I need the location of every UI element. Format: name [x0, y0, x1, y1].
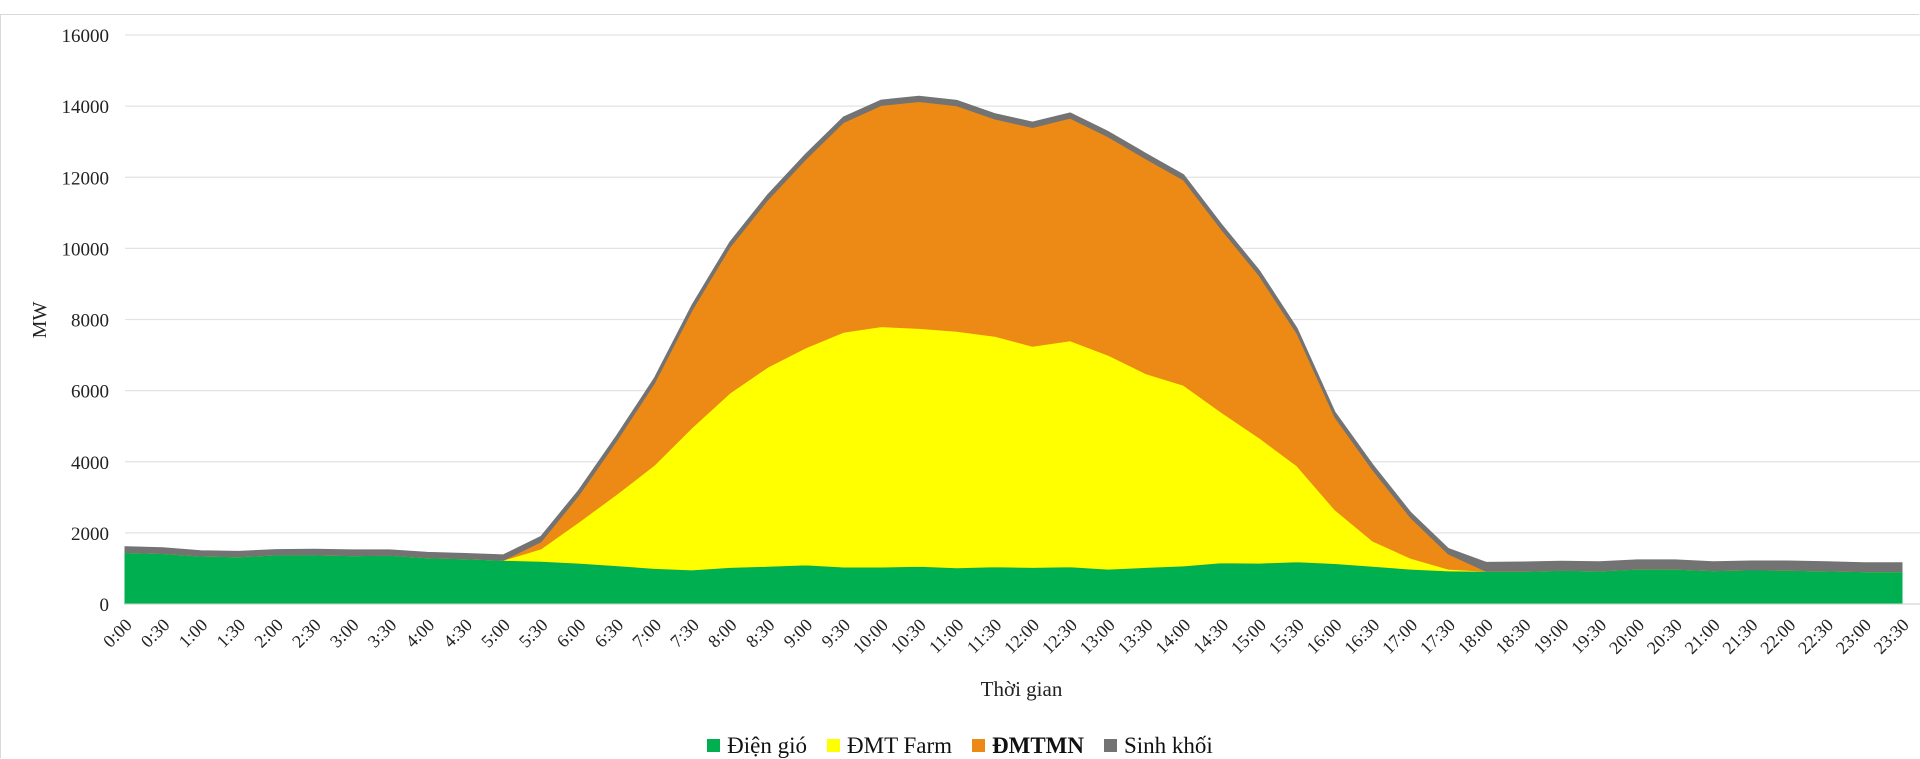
x-tick-label: 19:00	[1529, 615, 1572, 658]
legend-label: ĐMTMN	[992, 732, 1084, 758]
area-dmt-farm	[124, 326, 1902, 573]
x-tick-label: 13:00	[1076, 615, 1119, 658]
x-tick-label: 22:30	[1794, 615, 1837, 658]
x-tick-label: 12:30	[1038, 615, 1081, 658]
x-tick-label: 2:00	[250, 615, 287, 652]
legend-item: Điện gió	[707, 733, 807, 759]
x-tick-label: 6:30	[591, 615, 628, 652]
x-tick-label: 8:00	[704, 615, 741, 652]
x-tick-label: 1:00	[175, 615, 212, 652]
x-tick-label: 14:00	[1151, 615, 1194, 658]
x-tick-label: 21:30	[1718, 615, 1761, 658]
y-tick-label: 14000	[62, 97, 110, 118]
x-tick-label: 11:30	[963, 615, 1006, 658]
legend-item: ĐMT Farm	[827, 733, 952, 759]
x-tick-label: 9:00	[780, 615, 817, 652]
x-tick-label: 14:30	[1189, 615, 1232, 658]
x-tick-label: 0:00	[99, 615, 136, 652]
legend-swatch	[827, 739, 841, 752]
y-tick-label: 10000	[62, 239, 110, 260]
x-tick-label: 9:30	[817, 615, 854, 652]
y-tick-label: 0	[100, 595, 110, 616]
x-tick-label: 10:00	[849, 615, 892, 658]
y-tick-label: 12000	[62, 168, 110, 189]
y-tick-label: 16000	[62, 26, 110, 47]
x-tick-label: 20:00	[1605, 615, 1648, 658]
legend-label: Điện gió	[727, 732, 808, 758]
x-tick-label: 4:30	[439, 615, 476, 652]
y-tick-label: 8000	[71, 311, 109, 332]
legend-item: ĐMTMN	[972, 733, 1084, 759]
x-tick-label: 18:00	[1454, 615, 1497, 658]
x-tick-label: 10:30	[887, 615, 930, 658]
legend-swatch	[1104, 739, 1117, 752]
x-tick-label: 0:30	[137, 615, 174, 652]
x-tick-label: 3:30	[364, 615, 401, 652]
legend-label: ĐMT Farm	[847, 732, 953, 758]
chart-frame	[0, 14, 1919, 758]
x-tick-label: 13:30	[1114, 615, 1157, 658]
x-tick-label: 16:00	[1303, 615, 1346, 658]
legend-swatch	[972, 739, 986, 752]
x-tick-label: 2:30	[288, 615, 325, 652]
x-tick-label: 23:00	[1832, 615, 1875, 658]
x-axis-title: Thời gian	[981, 677, 1063, 701]
chart-legend: Điện gió ĐMT Farm ĐMTMN Sinh khối	[0, 732, 1920, 759]
x-tick-label: 23:30	[1870, 615, 1913, 658]
legend-item: Sinh khối	[1104, 733, 1213, 759]
x-tick-label: 7:30	[666, 615, 703, 652]
y-tick-label: 6000	[71, 382, 109, 403]
y-axis-title: MW	[29, 302, 51, 339]
x-tick-label: 15:00	[1227, 615, 1270, 658]
x-tick-label: 17:30	[1416, 615, 1459, 658]
x-tick-label: 12:00	[1000, 615, 1043, 658]
x-tick-label: 20:30	[1643, 615, 1686, 658]
x-tick-label: 8:30	[742, 615, 779, 652]
legend-swatch	[707, 739, 721, 752]
x-tick-label: 5:30	[515, 615, 552, 652]
area-sinh-khoi	[124, 95, 1903, 573]
x-tick-label: 17:00	[1378, 615, 1421, 658]
stacked-area-chart: 0 2000 4000 6000 8000 10000 12000 14000 16000 0:0…	[29, 26, 1920, 701]
x-tick-label: 4:00	[402, 615, 439, 652]
x-tick-label: 18:30	[1492, 615, 1535, 658]
legend-label: Sinh khối	[1124, 732, 1213, 758]
x-tick-label: 19:30	[1567, 615, 1610, 658]
x-tick-label: 7:00	[628, 615, 665, 652]
x-tick-label: 15:30	[1265, 615, 1308, 658]
x-tick-label: 3:00	[326, 615, 363, 652]
x-tick-label: 6:00	[553, 615, 590, 652]
y-tick-label: 4000	[71, 453, 109, 474]
x-tick-label: 21:00	[1681, 615, 1724, 658]
x-tick-label: 22:00	[1756, 615, 1799, 658]
x-tick-label: 16:30	[1340, 615, 1383, 658]
x-tick-label: 5:00	[477, 615, 514, 652]
x-tick-label: 11:00	[925, 615, 968, 658]
x-tick-label: 1:30	[212, 615, 249, 652]
y-tick-label: 2000	[71, 524, 109, 545]
